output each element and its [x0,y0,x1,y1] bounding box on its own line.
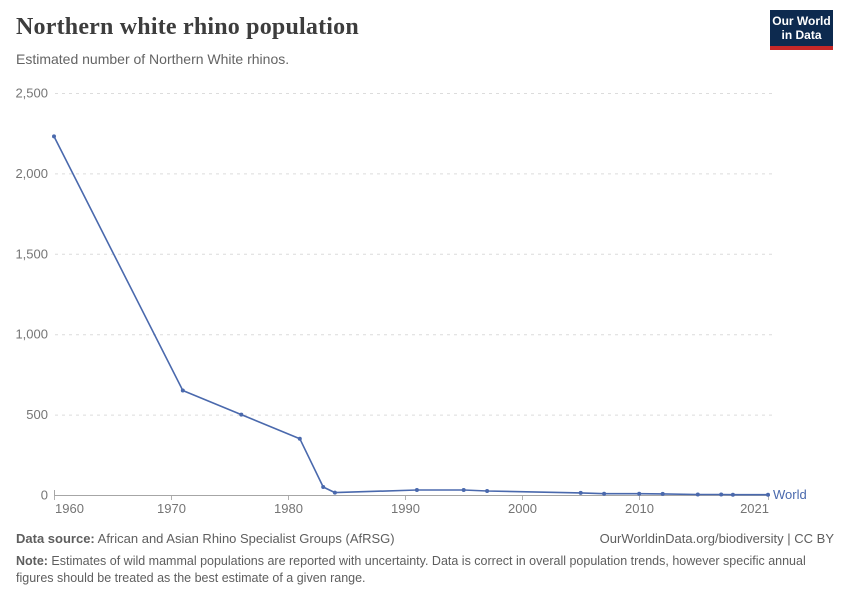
data-source-value: African and Asian Rhino Specialist Group… [94,531,395,546]
y-axis-tick-label: 1,000 [15,327,48,342]
data-point[interactable] [414,488,419,492]
note-label: Note: [16,554,48,568]
data-point[interactable] [660,491,665,496]
world-series-line[interactable] [53,135,769,496]
x-axis-tick-label: 2010 [625,501,654,516]
y-axis-tick-label: 1,500 [15,246,48,261]
y-axis-tick-label: 2,500 [15,86,48,101]
data-point[interactable] [602,491,607,496]
data-point[interactable] [52,134,56,139]
x-axis-tick-label: 1990 [391,501,420,516]
line-chart: 0 500 1,000 1,500 2,000 2,500 1960 1970 1980 1990… [15,86,807,517]
x-axis-tick-label: 2000 [508,501,537,516]
data-point[interactable] [297,436,302,441]
data-point[interactable] [239,412,244,417]
page-title: Northern white rhino population [16,14,359,40]
owid-logo-line2: in Data [781,28,822,42]
chart-note: Note: Estimates of wild mammal populatio… [16,553,834,588]
data-point[interactable] [730,492,735,497]
credit-link[interactable]: OurWorldinData.org/biodiversity | CC BY [599,531,834,546]
data-point[interactable] [461,488,466,492]
data-point[interactable] [578,490,583,495]
y-axis-tick-label: 0 [41,488,48,503]
x-axis-tick-label: 1960 [55,501,84,516]
data-point[interactable] [766,492,770,497]
owid-logo[interactable]: Our World in Data [770,10,833,50]
data-point[interactable] [332,490,337,495]
x-axis-tick-label: 2021 [740,501,769,516]
data-point[interactable] [695,492,700,497]
x-axis-tick-label: 1980 [274,501,303,516]
series-label-world[interactable]: World [773,487,807,502]
data-source-label: Data source: [16,531,95,546]
data-point[interactable] [485,489,490,493]
x-axis-tick-label: 1970 [157,501,186,516]
owid-logo-line1: Our World [772,13,831,28]
chart-footer: Data source: African and Asian Rhino Spe… [16,531,834,588]
y-axis-tick-label: 500 [26,407,48,422]
data-point[interactable] [719,492,724,497]
note-text: Estimates of wild mammal populations are… [16,554,806,586]
chart-subtitle: Estimated number of Northern White rhino… [16,51,290,67]
data-point[interactable] [637,491,642,496]
data-point[interactable] [180,388,185,393]
y-axis-tick-label: 2,000 [15,166,48,181]
data-source-line: Data source: African and Asian Rhino Spe… [16,531,395,546]
data-point[interactable] [321,485,326,489]
